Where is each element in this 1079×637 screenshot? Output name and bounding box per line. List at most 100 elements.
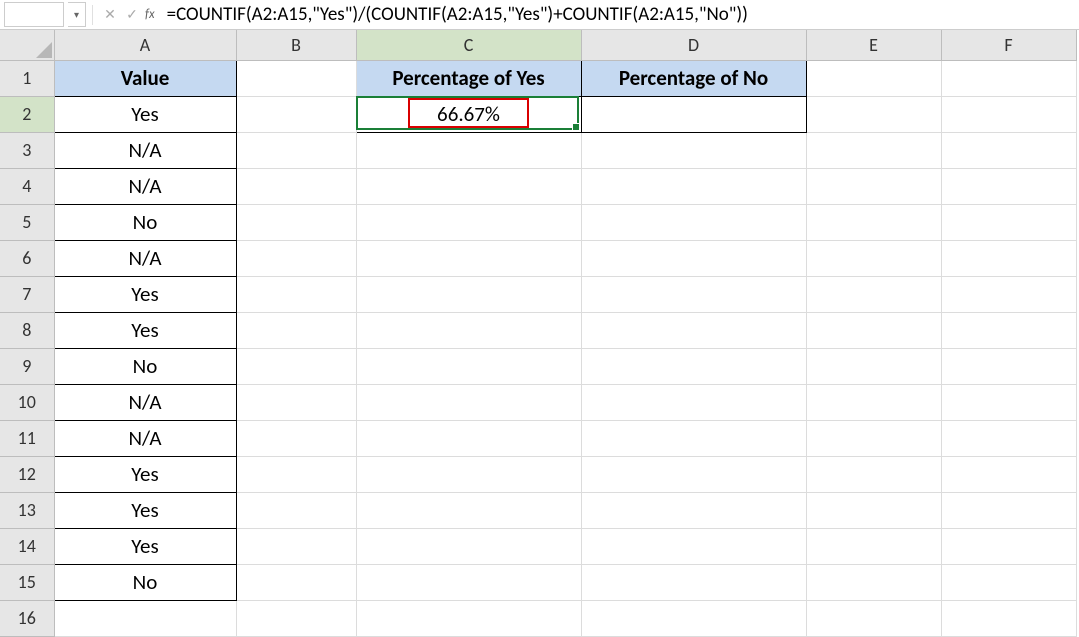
cell-A6[interactable]: N/A [54, 240, 236, 276]
cell-A7[interactable]: Yes [54, 276, 236, 312]
cell-E5[interactable] [806, 204, 941, 240]
cell-F5[interactable] [941, 204, 1076, 240]
enter-button[interactable]: ✓ [121, 4, 143, 26]
cell-E1[interactable] [806, 60, 941, 96]
row-header-15[interactable]: 15 [0, 564, 54, 600]
cell-F1[interactable] [941, 60, 1076, 96]
column-header-F[interactable]: F [941, 30, 1076, 60]
cell-E12[interactable] [806, 456, 941, 492]
cell-C11[interactable] [356, 420, 581, 456]
cell-F14[interactable] [941, 528, 1076, 564]
cell-B14[interactable] [236, 528, 356, 564]
cell-E15[interactable] [806, 564, 941, 600]
cell-A15[interactable]: No [54, 564, 236, 600]
cell-F7[interactable] [941, 276, 1076, 312]
row-header-12[interactable]: 12 [0, 456, 54, 492]
cell-A1[interactable]: Value [54, 60, 236, 96]
cell-F15[interactable] [941, 564, 1076, 600]
cell-B3[interactable] [236, 132, 356, 168]
cell-E7[interactable] [806, 276, 941, 312]
cell-C5[interactable] [356, 204, 581, 240]
cell-A2[interactable]: Yes [54, 96, 236, 132]
cell-B5[interactable] [236, 204, 356, 240]
cell-A11[interactable]: N/A [54, 420, 236, 456]
cell-C7[interactable] [356, 276, 581, 312]
cell-D10[interactable] [581, 384, 806, 420]
cell-B7[interactable] [236, 276, 356, 312]
column-header-C[interactable]: C [356, 30, 581, 60]
cell-E16[interactable] [806, 600, 941, 636]
cell-B6[interactable] [236, 240, 356, 276]
cell-E13[interactable] [806, 492, 941, 528]
cell-B2[interactable] [236, 96, 356, 132]
cell-A14[interactable]: Yes [54, 528, 236, 564]
cell-B9[interactable] [236, 348, 356, 384]
cell-B11[interactable] [236, 420, 356, 456]
row-header-2[interactable]: 2 [0, 96, 54, 132]
row-header-3[interactable]: 3 [0, 132, 54, 168]
row-header-10[interactable]: 10 [0, 384, 54, 420]
cell-D3[interactable] [581, 132, 806, 168]
spreadsheet-area[interactable]: ABCDEF 1ValuePercentage of YesPercentage… [0, 30, 1079, 637]
cell-E4[interactable] [806, 168, 941, 204]
cell-A9[interactable]: No [54, 348, 236, 384]
cell-C15[interactable] [356, 564, 581, 600]
cell-C6[interactable] [356, 240, 581, 276]
cell-B15[interactable] [236, 564, 356, 600]
cell-D14[interactable] [581, 528, 806, 564]
cell-C10[interactable] [356, 384, 581, 420]
cell-D5[interactable] [581, 204, 806, 240]
row-header-14[interactable]: 14 [0, 528, 54, 564]
cell-F12[interactable] [941, 456, 1076, 492]
cell-A13[interactable]: Yes [54, 492, 236, 528]
cell-E14[interactable] [806, 528, 941, 564]
cell-B13[interactable] [236, 492, 356, 528]
cell-E8[interactable] [806, 312, 941, 348]
cell-F3[interactable] [941, 132, 1076, 168]
cell-D1[interactable]: Percentage of No [581, 60, 806, 96]
cell-A16[interactable] [54, 600, 236, 636]
cell-E10[interactable] [806, 384, 941, 420]
cell-D11[interactable] [581, 420, 806, 456]
row-header-16[interactable]: 16 [0, 600, 54, 636]
cell-A5[interactable]: No [54, 204, 236, 240]
row-header-1[interactable]: 1 [0, 60, 54, 96]
column-header-E[interactable]: E [806, 30, 941, 60]
cell-D13[interactable] [581, 492, 806, 528]
formula-input[interactable] [161, 2, 1079, 27]
cell-F10[interactable] [941, 384, 1076, 420]
name-box[interactable] [4, 2, 64, 27]
cell-B12[interactable] [236, 456, 356, 492]
cell-D7[interactable] [581, 276, 806, 312]
cell-D9[interactable] [581, 348, 806, 384]
cell-D16[interactable] [581, 600, 806, 636]
cell-B10[interactable] [236, 384, 356, 420]
row-header-7[interactable]: 7 [0, 276, 54, 312]
cell-A10[interactable]: N/A [54, 384, 236, 420]
cell-C12[interactable] [356, 456, 581, 492]
cell-C16[interactable] [356, 600, 581, 636]
row-header-4[interactable]: 4 [0, 168, 54, 204]
row-header-5[interactable]: 5 [0, 204, 54, 240]
cell-C8[interactable] [356, 312, 581, 348]
row-header-6[interactable]: 6 [0, 240, 54, 276]
cell-D4[interactable] [581, 168, 806, 204]
cell-F8[interactable] [941, 312, 1076, 348]
cell-F6[interactable] [941, 240, 1076, 276]
cell-C9[interactable] [356, 348, 581, 384]
cell-D6[interactable] [581, 240, 806, 276]
row-header-8[interactable]: 8 [0, 312, 54, 348]
cell-A12[interactable]: Yes [54, 456, 236, 492]
cell-C1[interactable]: Percentage of Yes [356, 60, 581, 96]
cell-B1[interactable] [236, 60, 356, 96]
cell-F4[interactable] [941, 168, 1076, 204]
cell-F2[interactable] [941, 96, 1076, 132]
cell-B16[interactable] [236, 600, 356, 636]
column-header-D[interactable]: D [581, 30, 806, 60]
cell-C3[interactable] [356, 132, 581, 168]
cell-C4[interactable] [356, 168, 581, 204]
cell-B8[interactable] [236, 312, 356, 348]
column-header-A[interactable]: A [54, 30, 236, 60]
select-all-corner[interactable] [0, 30, 54, 60]
cell-C14[interactable] [356, 528, 581, 564]
